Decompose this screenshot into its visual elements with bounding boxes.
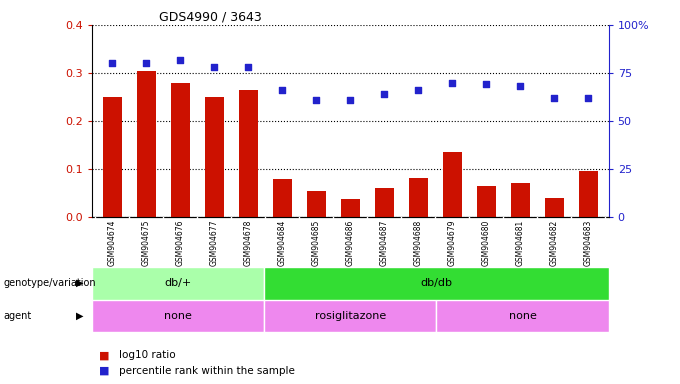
Bar (92, 267, 264, 300)
Text: GSM904681: GSM904681 (515, 220, 525, 266)
Bar (437, 300, 609, 332)
Text: GSM904677: GSM904677 (209, 220, 219, 266)
Bar (477, 186, 496, 217)
Bar (511, 184, 530, 217)
Text: log10 ratio: log10 ratio (119, 350, 175, 360)
Point (447, 79, 458, 86)
Bar (545, 198, 564, 217)
Bar (264, 300, 437, 332)
Text: GSM904682: GSM904682 (549, 220, 559, 266)
Text: db/db: db/db (420, 278, 452, 288)
Bar (103, 97, 122, 217)
Point (311, 97, 322, 103)
Bar (579, 171, 598, 217)
Bar (375, 188, 394, 217)
Point (107, 60, 118, 66)
Bar (409, 178, 428, 217)
Text: ▶: ▶ (75, 278, 84, 288)
Text: percentile rank within the sample: percentile rank within the sample (119, 366, 295, 376)
Bar (341, 199, 360, 217)
Text: none: none (164, 311, 192, 321)
Point (277, 87, 288, 93)
Text: GSM904674: GSM904674 (107, 220, 117, 266)
Point (413, 87, 424, 93)
Text: ▶: ▶ (75, 311, 84, 321)
Bar (307, 190, 326, 217)
Text: GSM904684: GSM904684 (277, 220, 287, 266)
Text: ■: ■ (99, 366, 109, 376)
Bar (273, 179, 292, 217)
Text: GSM904688: GSM904688 (413, 220, 423, 266)
Text: GSM904678: GSM904678 (243, 220, 253, 266)
Bar (443, 152, 462, 217)
Point (481, 81, 492, 88)
Text: db/+: db/+ (165, 278, 192, 288)
Bar (137, 71, 156, 217)
Text: GSM904676: GSM904676 (175, 220, 185, 266)
Point (243, 64, 254, 70)
Point (175, 56, 186, 63)
Text: GSM904686: GSM904686 (345, 220, 355, 266)
Point (209, 64, 220, 70)
Point (515, 83, 526, 89)
Point (583, 95, 594, 101)
Point (141, 60, 152, 66)
Text: GSM904675: GSM904675 (141, 220, 151, 266)
Text: GSM904685: GSM904685 (311, 220, 321, 266)
Bar (92, 300, 264, 332)
Text: GSM904680: GSM904680 (481, 220, 491, 266)
Text: rosiglitazone: rosiglitazone (315, 311, 386, 321)
Text: ■: ■ (99, 350, 109, 360)
Point (549, 95, 560, 101)
Bar (239, 90, 258, 217)
Point (345, 97, 356, 103)
Bar (171, 83, 190, 217)
Text: genotype/variation: genotype/variation (3, 278, 96, 288)
Text: agent: agent (3, 311, 32, 321)
Bar (264, 267, 609, 300)
Text: GSM904683: GSM904683 (583, 220, 593, 266)
Text: none: none (509, 311, 537, 321)
Text: GDS4990 / 3643: GDS4990 / 3643 (159, 11, 262, 24)
Text: GSM904687: GSM904687 (379, 220, 389, 266)
Bar (205, 97, 224, 217)
Text: GSM904679: GSM904679 (447, 220, 457, 266)
Point (379, 91, 390, 97)
